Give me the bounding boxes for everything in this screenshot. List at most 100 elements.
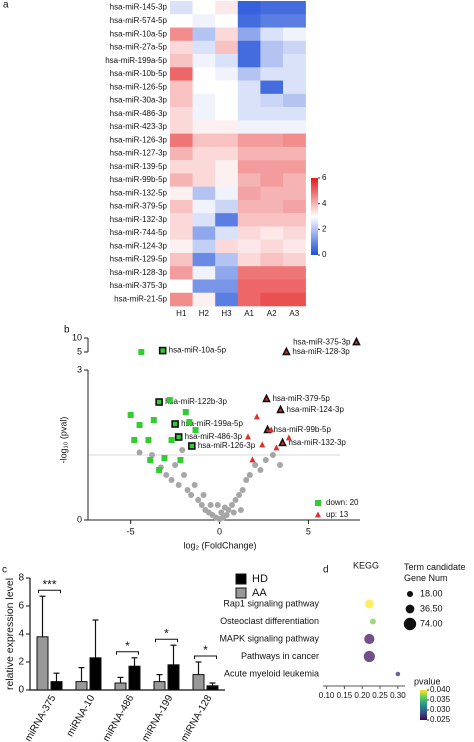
heat-cell xyxy=(215,120,239,134)
heat-cell xyxy=(170,67,193,81)
point xyxy=(243,477,250,483)
row-label: hsa-miR-126-3p xyxy=(110,135,168,144)
point xyxy=(147,457,154,463)
significance-label: * xyxy=(203,643,208,657)
x-tick-label: miRNA-128 xyxy=(179,693,215,742)
panel-label: a xyxy=(3,0,9,11)
bar xyxy=(114,682,127,691)
significance-bracket xyxy=(116,651,139,655)
colorbar-tick-label: 0.025 xyxy=(430,715,451,724)
point xyxy=(282,346,291,356)
point xyxy=(252,462,259,468)
point-label: hsa-miR-379-5p xyxy=(272,394,330,403)
x-tick-label: miRNA-199 xyxy=(140,693,176,742)
point xyxy=(188,442,196,450)
y-tick-label: 0 xyxy=(18,685,24,696)
y-tick-label: 5 xyxy=(77,346,82,356)
panel-label: b xyxy=(64,325,70,336)
heat-cell xyxy=(283,1,306,15)
row-label: hsa-miR-10a-5p xyxy=(110,29,168,38)
column-label: A1 xyxy=(244,309,254,318)
heat-cell xyxy=(237,93,261,108)
row-label: hsa-miR-99b-5p xyxy=(110,175,168,184)
colorbar-tick-label: 0.035 xyxy=(430,695,451,704)
heat-cell xyxy=(283,80,306,95)
bar xyxy=(75,681,88,691)
point xyxy=(192,427,199,433)
row-label: hsa-miR-423-3p xyxy=(110,122,168,131)
heat-cell xyxy=(215,54,239,68)
heat-cell xyxy=(260,279,284,294)
heat-cell xyxy=(283,226,306,240)
heat-cell xyxy=(237,266,261,280)
heat-cell xyxy=(170,279,193,294)
row-label: hsa-miR-132-5p xyxy=(110,188,168,197)
row-label: hsa-miR-127-3p xyxy=(110,149,168,158)
heat-cell xyxy=(260,14,284,28)
heat-cell xyxy=(192,173,216,187)
heat-cell xyxy=(283,67,306,81)
heat-cell xyxy=(192,40,216,55)
color-legend-title: pvalue xyxy=(414,676,441,686)
dot xyxy=(369,618,376,625)
point xyxy=(245,433,251,440)
point xyxy=(257,467,264,473)
y-tick-label: 10 xyxy=(72,332,82,342)
heat-cell xyxy=(237,292,261,307)
heat-cell xyxy=(237,67,261,81)
point xyxy=(168,477,175,483)
colorbar-tick-label: 0.030 xyxy=(430,705,451,714)
heat-cell xyxy=(237,14,261,28)
point xyxy=(175,482,182,488)
y-tick-label: Osteoclast differentiation xyxy=(220,616,319,626)
point xyxy=(239,487,246,493)
x-axis-label: log₂ (FoldChange) xyxy=(183,540,256,550)
heat-cell xyxy=(170,266,193,280)
column-label: A3 xyxy=(289,309,299,318)
heat-cell xyxy=(215,67,239,81)
heat-cell xyxy=(283,266,306,280)
heat-cell xyxy=(283,14,306,28)
heat-cell xyxy=(283,146,306,161)
heat-cell xyxy=(192,186,216,201)
column-label: H3 xyxy=(221,309,232,318)
point xyxy=(171,420,179,428)
heat-cell xyxy=(170,292,193,307)
y-axis-label: -log₁₀ (pval) xyxy=(58,417,68,464)
heat-cell xyxy=(260,252,284,267)
heat-cell xyxy=(215,186,239,201)
heat-cell xyxy=(192,226,216,240)
heat-cell xyxy=(237,239,261,254)
heat-cell xyxy=(283,213,306,227)
point xyxy=(161,455,168,461)
point xyxy=(352,336,361,346)
heat-cell xyxy=(283,173,306,187)
size-legend-dot xyxy=(405,604,415,614)
heat-cell xyxy=(283,279,306,294)
heat-cell xyxy=(215,80,239,95)
point xyxy=(138,349,145,355)
point xyxy=(236,492,243,498)
heat-cell xyxy=(192,146,216,161)
heat-cell xyxy=(283,93,306,108)
heat-cell xyxy=(283,107,306,121)
bar xyxy=(50,681,63,691)
heat-cell xyxy=(283,133,306,148)
y-tick-label: 2 xyxy=(18,657,24,668)
point xyxy=(188,492,195,498)
significance-label: * xyxy=(125,639,130,653)
point xyxy=(253,413,260,420)
heat-cell xyxy=(215,14,239,28)
chart-title: KEGG xyxy=(353,560,379,570)
heat-cell xyxy=(260,186,284,201)
point xyxy=(177,457,184,463)
heat-cell xyxy=(260,239,284,254)
row-label: hsa-miR-27a-5p xyxy=(110,43,168,52)
row-label: hsa-miR-128-3p xyxy=(110,268,168,277)
heat-cell xyxy=(237,213,261,227)
heat-cell xyxy=(283,292,306,307)
heat-cell xyxy=(215,279,239,294)
heat-cell xyxy=(283,186,306,201)
heat-cell xyxy=(215,40,239,55)
